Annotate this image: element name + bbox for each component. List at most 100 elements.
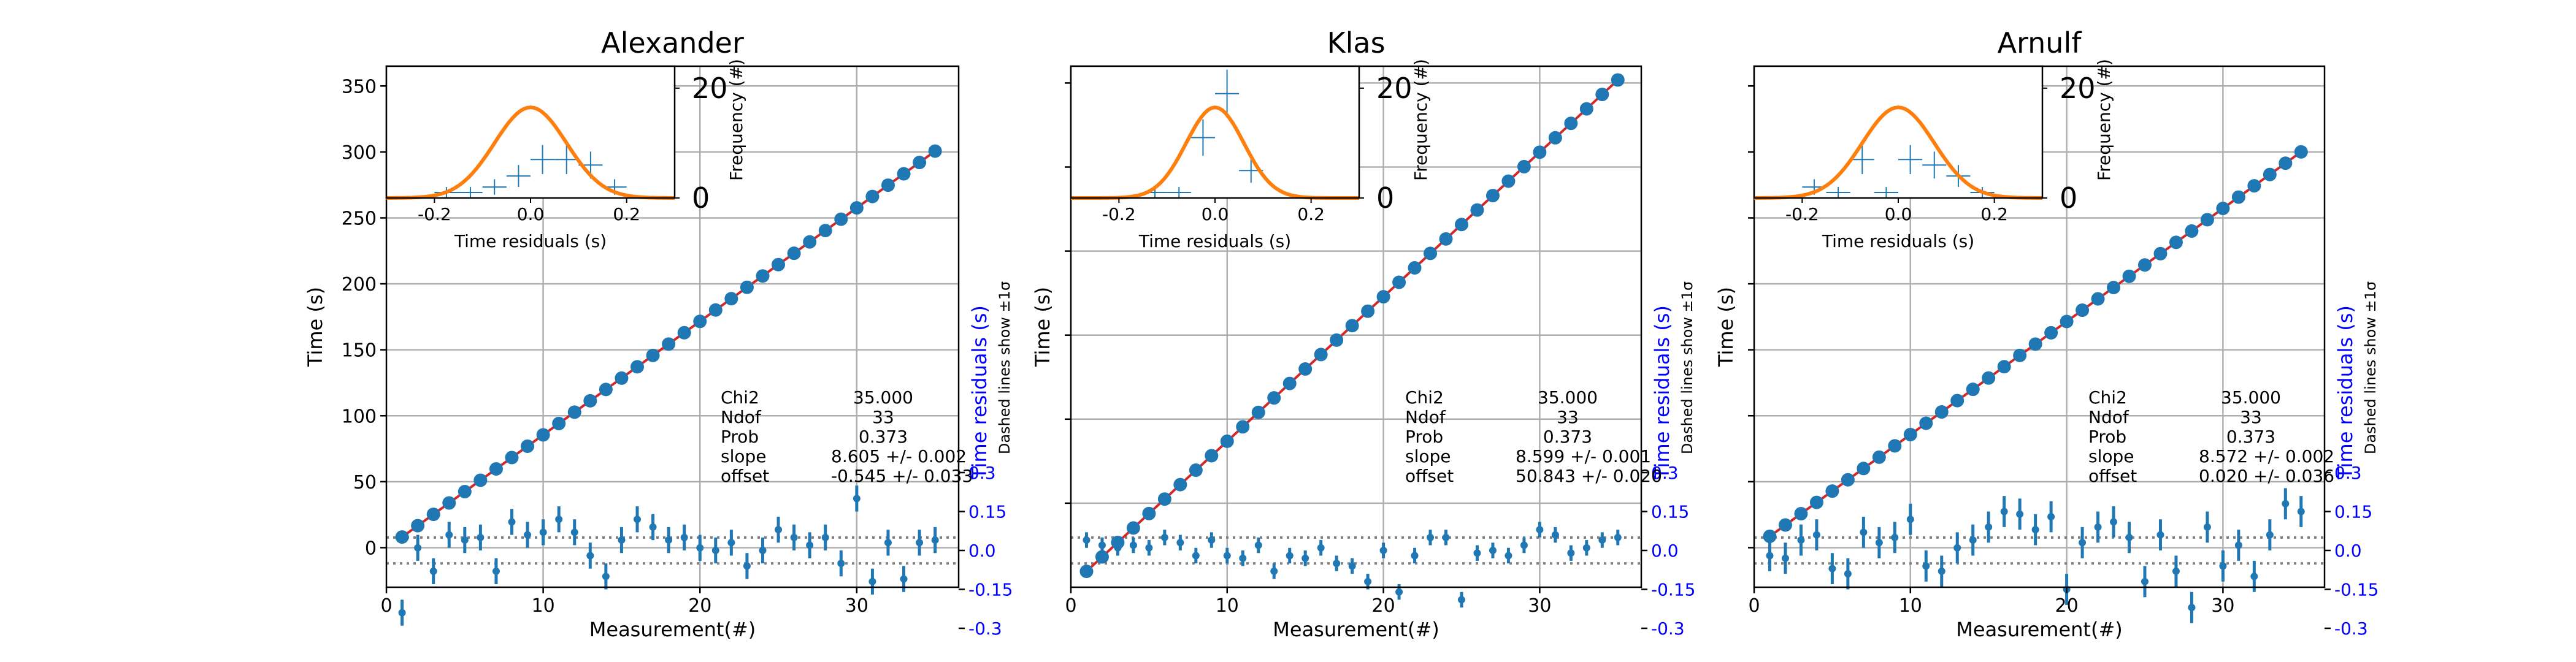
data-point <box>473 473 488 487</box>
residual-point <box>633 516 641 523</box>
residual-point <box>1938 567 1945 575</box>
data-point <box>1142 506 1156 520</box>
data-point <box>1392 275 1406 289</box>
residual-tick-label: 0.3 <box>1651 463 1679 483</box>
data-point <box>1872 450 1886 464</box>
data-point <box>1220 434 1234 448</box>
data-point <box>1778 518 1792 532</box>
data-point <box>2200 213 2214 227</box>
data-point <box>1611 73 1625 87</box>
data-point <box>708 303 723 317</box>
residual-point <box>790 533 798 541</box>
data-point <box>1763 529 1777 543</box>
data-point <box>787 246 801 261</box>
residual-axis-label: Time residuals (s) <box>2334 305 2357 480</box>
y-tick-label: 200 <box>342 274 377 295</box>
sigma-note: Dashed lines show ±1σ <box>996 281 1013 454</box>
residual-point <box>1985 523 1993 531</box>
inset-x-tick-label: 0.2 <box>613 204 640 224</box>
chart-title: Arnulf <box>1998 26 2083 59</box>
residual-point <box>2079 539 2087 547</box>
y-tick-label: 100 <box>342 406 377 427</box>
inset-y-tick-label: 0 <box>1376 181 1394 215</box>
residual-point <box>1891 533 1899 541</box>
residual-point <box>2031 526 2039 534</box>
residual-tick-label: -0.3 <box>2334 618 2368 639</box>
residual-point <box>649 523 657 531</box>
data-point <box>1982 371 1996 385</box>
inset-background <box>386 66 675 198</box>
data-point <box>1314 348 1328 362</box>
residual-point <box>1551 531 1559 539</box>
residual-point <box>1442 533 1450 541</box>
residual-point <box>1286 552 1294 560</box>
stats-label: Chi2 <box>2088 387 2127 408</box>
residual-point <box>414 544 422 552</box>
residual-point <box>680 533 688 541</box>
residual-point <box>2125 533 2133 541</box>
data-point <box>913 156 927 170</box>
inset-histogram: -0.2 0.0 0.2 Time residuals (s) 0 20Frequency… <box>1753 59 2114 251</box>
residual-tick-label: -0.3 <box>1651 618 1685 639</box>
stats-value: 0.373 <box>1543 427 1592 447</box>
inset-histogram: -0.2 0.0 0.2 Time residuals (s) 0 20Frequency… <box>1070 59 1431 251</box>
data-point <box>803 235 817 249</box>
stats-value: 8.599 +/- 0.001 <box>1516 446 1651 466</box>
stats-label: Chi2 <box>1405 387 1444 408</box>
residual-point <box>743 562 751 570</box>
data-point <box>1236 420 1250 434</box>
residual-point <box>2234 541 2242 549</box>
data-point <box>2044 325 2058 340</box>
data-point <box>693 314 707 329</box>
data-point <box>1095 550 1109 564</box>
residual-point <box>2203 523 2211 531</box>
data-point <box>1361 304 1375 318</box>
stats-value: 8.572 +/- 0.002 <box>2199 446 2334 466</box>
data-point <box>1595 88 1609 102</box>
data-point <box>2294 145 2308 159</box>
inset-x-tick-label: -0.2 <box>1785 204 1819 224</box>
residual-point <box>806 541 814 549</box>
data-point <box>2247 179 2261 193</box>
residual-point <box>2266 531 2274 539</box>
residual-point <box>1567 549 1575 557</box>
data-point <box>897 167 911 181</box>
y-tick-label: 350 <box>342 76 377 97</box>
residual-tick-label: 0.15 <box>2334 502 2372 522</box>
x-tick-label: 30 <box>1528 595 1551 617</box>
data-point <box>1205 449 1219 463</box>
data-point <box>1267 391 1281 405</box>
residual-point <box>1270 567 1278 575</box>
x-tick-label: 10 <box>532 595 555 617</box>
residual-axis-label: Time residuals (s) <box>968 305 991 480</box>
residual-point <box>1317 544 1325 552</box>
stats-value: 0.373 <box>2226 427 2275 447</box>
data-point <box>1439 232 1453 246</box>
stats-value: -0.545 +/- 0.033 <box>831 466 973 486</box>
stats-label: Ndof <box>1405 407 1446 427</box>
data-point <box>1424 246 1438 261</box>
x-tick-label: 30 <box>2211 595 2234 617</box>
data-point <box>2107 281 2121 295</box>
chart-panel-2: 0 10 20 30 Measurement(#) Time (s) Klas 0.3 0.15… <box>1031 26 1696 641</box>
inset-x-tick-label: 0.0 <box>1885 204 1912 224</box>
y-axis-label: Time (s) <box>1031 287 1054 367</box>
gaussian-fit-curve <box>386 105 675 200</box>
data-point <box>1825 484 1839 498</box>
data-point <box>1809 495 1823 509</box>
residual-point <box>759 547 767 554</box>
residual-point <box>1379 547 1387 554</box>
residual-point <box>1364 577 1372 585</box>
data-point <box>1579 102 1593 116</box>
y-tick-label: 0 <box>365 538 377 559</box>
residual-tick-label: -0.3 <box>968 618 1002 639</box>
residual-point <box>477 533 485 541</box>
data-point <box>1533 145 1547 159</box>
data-point <box>583 394 597 408</box>
residual-point <box>1395 588 1403 596</box>
data-point <box>1330 333 1344 347</box>
stats-value: 8.605 +/- 0.002 <box>831 446 967 466</box>
residual-point <box>508 518 516 526</box>
